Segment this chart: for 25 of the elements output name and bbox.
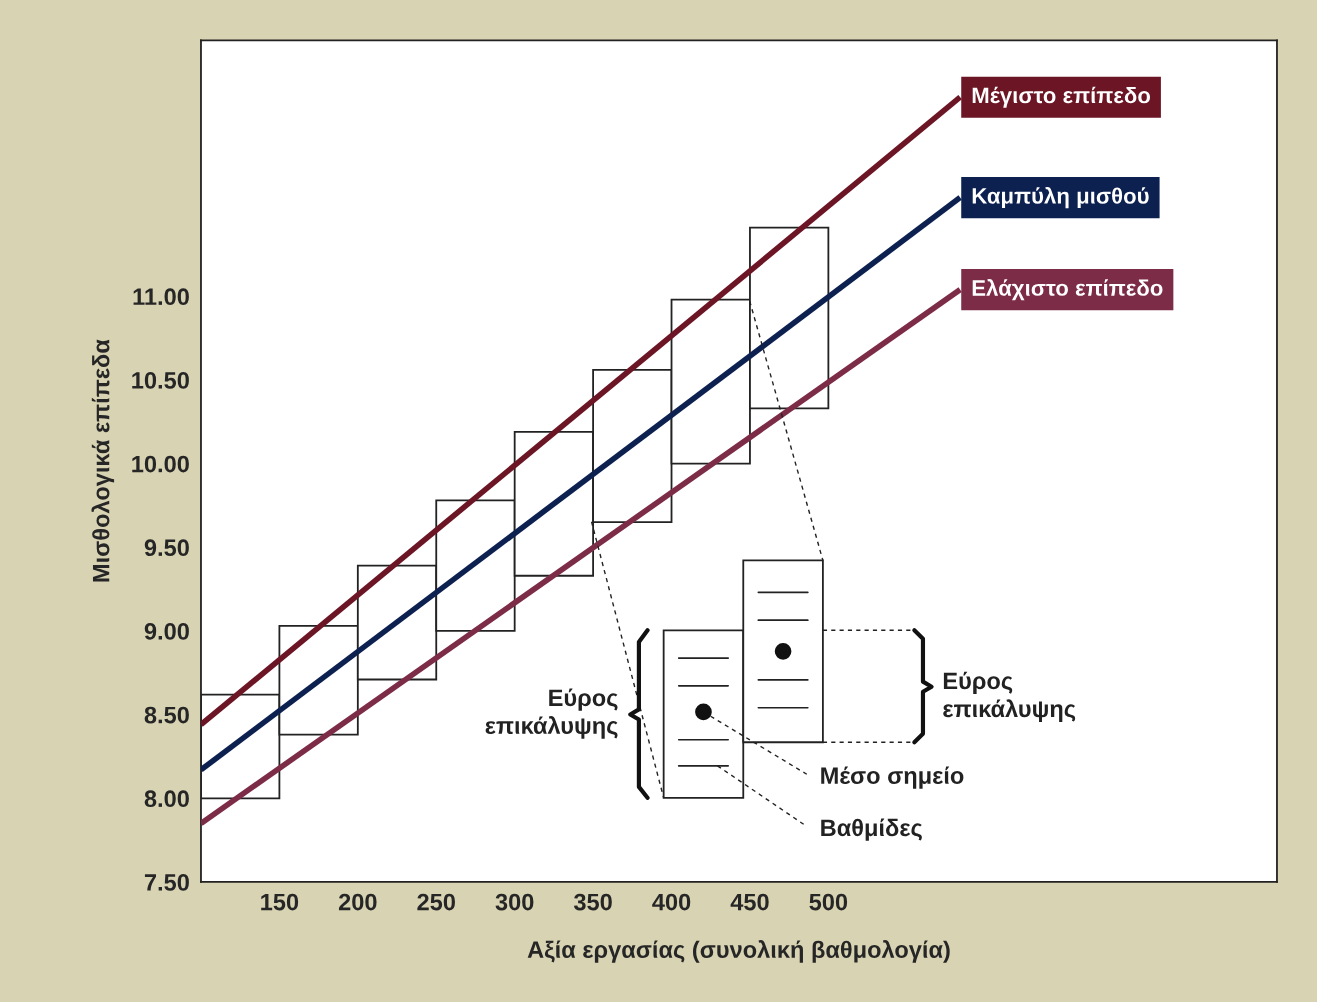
y-tick-label: 9.00 — [144, 623, 189, 640]
x-tick-label: 450 — [730, 893, 769, 911]
x-tick-label: 300 — [495, 893, 534, 911]
y-tick-label: 7.50 — [144, 874, 189, 891]
annotation: Εύρος επικάλυψης — [485, 688, 618, 739]
annotation: Βαθμίδες — [821, 818, 922, 841]
x-axis-title: Αξία εργασίας (συνολική βαθμολογία) — [527, 940, 950, 963]
series-label: Ελάχιστο επίπεδο — [972, 278, 1163, 301]
y-tick-label: 8.00 — [144, 790, 189, 808]
y-tick-label: 9.50 — [144, 539, 189, 557]
series-label: Καμπύλη μισθού — [972, 186, 1149, 209]
x-tick-label: 150 — [261, 893, 299, 911]
y-tick-label: 11.00 — [133, 288, 189, 306]
y-tick-label: 10.00 — [132, 455, 189, 473]
x-tick-label: 200 — [338, 893, 377, 911]
y-tick-label: 10.50 — [132, 372, 189, 389]
x-tick-label: 500 — [809, 893, 848, 911]
series-label: Μέγιστο επίπεδο — [972, 86, 1151, 108]
x-tick-label: 400 — [652, 893, 691, 911]
x-tick-label: 350 — [573, 893, 612, 911]
y-axis-title: Μισθολογικά επίπεδα — [91, 339, 115, 582]
annotation: Μέσο σημείο — [821, 766, 964, 789]
annotation: Εύρος επικάλυψης — [943, 671, 1076, 722]
y-tick-label: 8.50 — [144, 706, 189, 724]
x-tick-label: 250 — [417, 893, 455, 911]
